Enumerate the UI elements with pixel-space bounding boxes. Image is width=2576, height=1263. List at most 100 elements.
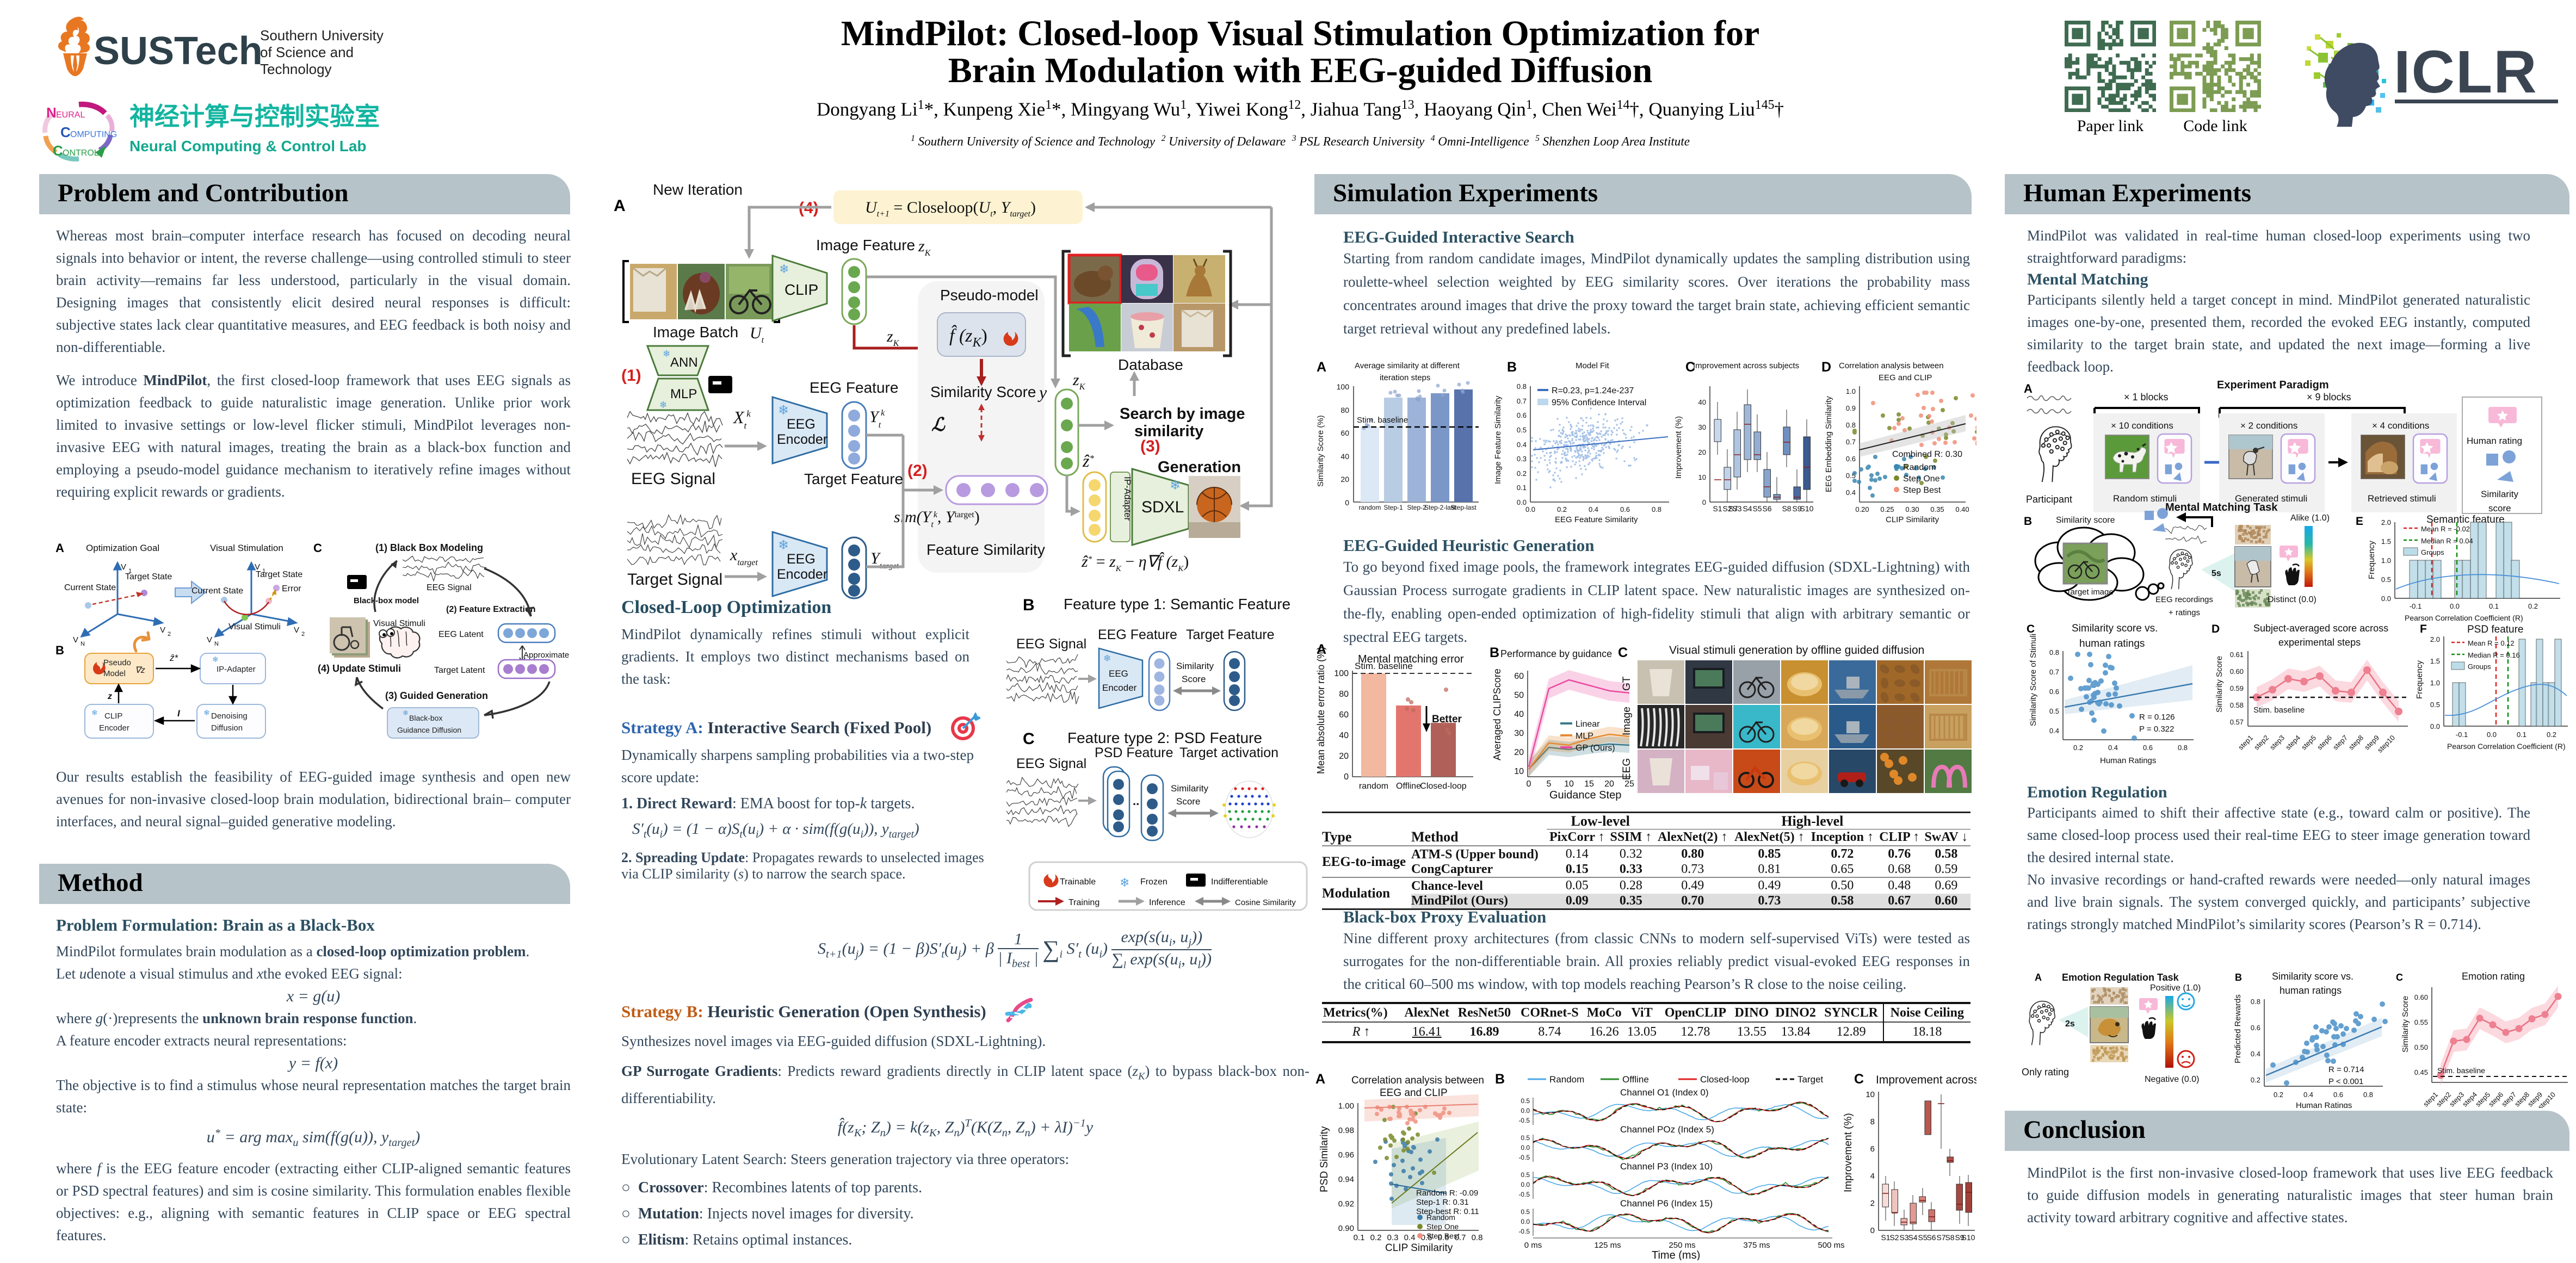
svg-text:Model Fit: Model Fit: [1576, 361, 1610, 370]
svg-text:0.20: 0.20: [1855, 505, 1869, 513]
svg-text:Similarity Score of Stimuli: Similarity Score of Stimuli: [2029, 634, 2038, 726]
svg-text:40: 40: [1514, 710, 1524, 719]
svg-text:S8: S8: [1782, 504, 1791, 513]
svg-text:Ut+1 = Closeloop(Ut, Ytarget): Ut+1 = Closeloop(Ut, Ytarget): [865, 199, 1036, 219]
svg-text:❄: ❄: [403, 709, 409, 717]
svg-text:EEG Signal: EEG Signal: [1016, 636, 1086, 652]
svg-text:0.4: 0.4: [1404, 1233, 1416, 1242]
svg-text:Step-1 R: 0.31: Step-1 R: 0.31: [1416, 1198, 1469, 1207]
svg-text:Step-2-last: Step-2-last: [1424, 504, 1456, 511]
svg-text:Emotion Regulation Task: Emotion Regulation Task: [2062, 972, 2179, 983]
svg-text:IP-Adapter: IP-Adapter: [1122, 476, 1133, 521]
svg-text:Database: Database: [1118, 356, 1183, 373]
svg-text:0.1: 0.1: [2517, 730, 2526, 739]
svg-text:Stim. baseline: Stim. baseline: [1357, 416, 1408, 425]
svg-text:Positive (1.0): Positive (1.0): [2150, 983, 2201, 993]
svg-text:0.4: 0.4: [1589, 505, 1598, 513]
svg-text:B: B: [1507, 360, 1517, 375]
svg-text:0.59: 0.59: [2230, 684, 2244, 692]
svg-text:1.00: 1.00: [1338, 1101, 1354, 1111]
svg-text:step8: step8: [2347, 734, 2365, 752]
svg-text:5: 5: [1547, 779, 1552, 789]
svg-text:Visual Stimuli: Visual Stimuli: [373, 619, 425, 628]
svg-text:0.57: 0.57: [2230, 718, 2244, 726]
svg-text:0.6: 0.6: [2143, 744, 2153, 752]
svg-text:EEG Feature: EEG Feature: [1098, 627, 1177, 642]
svg-text:-0.1: -0.1: [2410, 602, 2421, 610]
svg-text:step10: step10: [2376, 734, 2396, 754]
svg-text:10: 10: [1514, 767, 1524, 776]
svg-text:Guidance Diffusion: Guidance Diffusion: [397, 726, 461, 734]
svg-text:0.45: 0.45: [2414, 1068, 2428, 1076]
svg-text:Mean R = 0.12: Mean R = 0.12: [2468, 639, 2515, 647]
svg-text:0.8: 0.8: [1846, 421, 1856, 429]
svg-text:(1): (1): [621, 367, 641, 385]
svg-text:Pseudo: Pseudo: [103, 658, 131, 667]
svg-text:0.8: 0.8: [1652, 505, 1661, 513]
svg-text:EEG recordings: EEG recordings: [2155, 595, 2213, 604]
svg-text:80: 80: [1340, 406, 1349, 414]
svg-text:SDXL: SDXL: [1141, 498, 1184, 516]
svg-text:S5: S5: [1918, 1233, 1927, 1242]
svg-text:Similarity: Similarity: [2481, 489, 2518, 499]
svg-text:0.0: 0.0: [1521, 1181, 1530, 1188]
svg-text:EEG Latent: EEG Latent: [438, 630, 484, 639]
svg-text:Retrieved stimuli: Retrieved stimuli: [2368, 493, 2436, 504]
svg-text:2: 2: [301, 631, 305, 637]
svg-text:Xtk: Xtk: [732, 407, 751, 431]
svg-text:Optimization Goal: Optimization Goal: [86, 543, 159, 553]
svg-text:15: 15: [1584, 779, 1594, 789]
svg-text:B: B: [55, 643, 64, 657]
svg-text:0.0: 0.0: [1521, 1144, 1530, 1151]
svg-text:Participant: Participant: [2026, 494, 2072, 505]
svg-text:C: C: [60, 124, 71, 140]
svg-text:ℒ: ℒ: [931, 415, 946, 435]
svg-text:Random: Random: [1549, 1074, 1584, 1085]
svg-text:10: 10: [1698, 473, 1706, 481]
svg-text:20: 20: [1339, 752, 1349, 761]
svg-text:Linear: Linear: [1576, 720, 1600, 729]
svg-text:20: 20: [1698, 448, 1706, 456]
svg-text:Similarity Score: Similarity Score: [930, 383, 1036, 400]
svg-text:0.94: 0.94: [1338, 1175, 1354, 1184]
svg-text:C: C: [2396, 972, 2403, 983]
svg-text:S1: S1: [1713, 504, 1722, 513]
svg-text:PSD feature: PSD feature: [2467, 624, 2524, 635]
svg-text:0.60: 0.60: [2414, 993, 2428, 1001]
svg-text:0.2: 0.2: [2274, 1091, 2283, 1099]
svg-text:❄: ❄: [659, 400, 667, 410]
svg-text:B: B: [1495, 1072, 1505, 1087]
svg-text:ẑ* = zK − η∇f̂ (zK): ẑ* = zK − η∇f̂ (zK): [1081, 552, 1189, 573]
svg-text:CLIP Similarity: CLIP Similarity: [1886, 515, 1939, 524]
svg-text:random: random: [1359, 782, 1388, 791]
svg-text:0.4: 0.4: [2108, 744, 2118, 752]
svg-text:∇z: ∇z: [135, 666, 145, 675]
svg-text:0.25: 0.25: [1880, 505, 1894, 513]
svg-text:0: 0: [1870, 1226, 1875, 1235]
svg-text:0.0: 0.0: [1517, 498, 1527, 506]
svg-text:Target State: Target State: [256, 570, 302, 579]
svg-text:GT: GT: [1621, 676, 1633, 691]
svg-text:Feature type 2: PSD Feature: Feature type 2: PSD Feature: [1067, 729, 1262, 746]
svg-text:V: V: [121, 562, 126, 572]
svg-text:F: F: [2420, 623, 2427, 635]
svg-text:Step-2: Step-2: [1407, 504, 1426, 511]
svg-text:10: 10: [1564, 779, 1574, 789]
svg-text:EEG: EEG: [787, 417, 816, 432]
svg-text:V: V: [73, 635, 78, 645]
svg-text:Technology: Technology: [260, 61, 332, 77]
svg-text:EEG: EEG: [1109, 668, 1128, 679]
svg-text:step4: step4: [2284, 734, 2302, 752]
svg-text:V: V: [207, 635, 212, 645]
svg-text:B: B: [1023, 596, 1035, 614]
svg-text:× 1 blocks: × 1 blocks: [2124, 392, 2169, 403]
svg-text:0.7: 0.7: [1455, 1233, 1466, 1242]
svg-text:❄: ❄: [1170, 478, 1181, 493]
svg-text:Generated stimuli: Generated stimuli: [2235, 493, 2307, 504]
svg-text:Human Ratings: Human Ratings: [2296, 1101, 2352, 1108]
svg-text:EEG Signal: EEG Signal: [427, 583, 472, 592]
svg-text:0.6: 0.6: [1620, 505, 1630, 513]
svg-text:EEG: EEG: [1621, 758, 1633, 780]
svg-text:0.55: 0.55: [2414, 1018, 2428, 1026]
svg-text:C: C: [313, 541, 322, 555]
